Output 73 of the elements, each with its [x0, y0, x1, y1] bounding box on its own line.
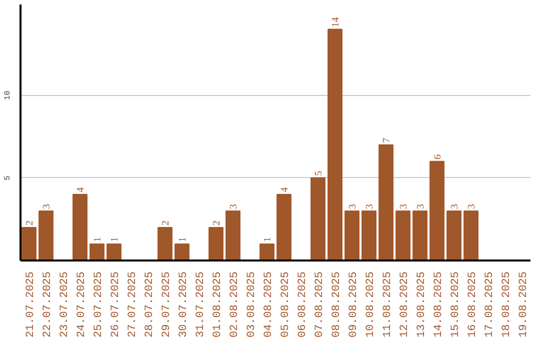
x-tick-label: 27.07.2025: [127, 271, 139, 338]
x-tick-label: 02.08.2025: [229, 271, 241, 338]
bar: [208, 226, 224, 260]
x-tick-label: 06.08.2025: [297, 271, 309, 338]
x-tick-label: 09.08.2025: [348, 271, 360, 338]
data-label: 6: [432, 154, 444, 160]
data-label: 3: [466, 204, 478, 209]
x-tick-label: 31.07.2025: [195, 271, 207, 338]
x-tick-label: 07.08.2025: [314, 271, 326, 338]
bar: [106, 243, 122, 260]
x-tick-label: 03.08.2025: [246, 271, 258, 338]
bar: [276, 194, 292, 260]
x-tick-label: 21.07.2025: [25, 271, 37, 338]
x-tick-label: 15.08.2025: [450, 271, 462, 338]
data-label: 14: [330, 17, 342, 28]
bar: [260, 243, 274, 260]
x-tick-label: 25.07.2025: [93, 271, 105, 338]
bar: [38, 210, 54, 260]
data-label: 3: [348, 204, 358, 209]
x-tick-label: 19.08.2025: [518, 271, 530, 338]
bar: [378, 144, 394, 260]
bar: [362, 210, 376, 260]
data-label: 1: [262, 236, 274, 242]
data-label: 7: [382, 138, 392, 143]
data-label: 4: [76, 187, 86, 192]
data-label: 2: [160, 220, 172, 226]
data-label: 5: [314, 170, 324, 176]
x-tick-label: 17.08.2025: [484, 271, 496, 338]
x-tick-label: 01.08.2025: [212, 271, 224, 338]
data-label: 3: [364, 204, 376, 209]
bar: [226, 210, 240, 260]
data-label: 2: [212, 220, 222, 226]
x-tick-label: 22.07.2025: [42, 271, 54, 338]
data-label: 4: [280, 187, 290, 192]
bar: [412, 210, 428, 260]
bar: [430, 160, 444, 260]
x-tick-label: 18.08.2025: [501, 271, 513, 338]
data-label: 1: [110, 236, 120, 242]
x-tick-label: 05.08.2025: [280, 271, 292, 338]
data-label: 3: [228, 204, 240, 209]
bar: [464, 210, 478, 260]
bar: [396, 210, 410, 260]
x-tick-label: 13.08.2025: [416, 271, 428, 338]
x-tick-label: 16.08.2025: [467, 271, 479, 338]
x-tick-label: 29.07.2025: [161, 271, 173, 338]
data-label: 2: [24, 220, 36, 226]
bar: [90, 243, 104, 260]
bar: [72, 194, 88, 260]
data-label: 3: [42, 204, 52, 209]
data-label: 3: [398, 204, 410, 209]
data-label: 3: [450, 204, 460, 209]
x-tick-label: 12.08.2025: [399, 271, 411, 338]
y-tick-label: 10: [4, 90, 12, 100]
data-label: 1: [92, 236, 104, 242]
x-tick-label: 04.08.2025: [263, 271, 275, 338]
x-tick-label: 30.07.2025: [178, 271, 190, 338]
bar: [328, 28, 342, 260]
x-tick-label: 23.07.2025: [59, 271, 71, 338]
bar: [446, 210, 462, 260]
data-label: 1: [178, 236, 188, 242]
x-tick-label: 14.08.2025: [433, 271, 445, 338]
bar: [158, 226, 172, 260]
x-tick-label: 08.08.2025: [331, 271, 343, 338]
x-tick-label: 10.08.2025: [365, 271, 377, 338]
x-tick-label: 26.07.2025: [110, 271, 122, 338]
bar: [344, 210, 360, 260]
x-tick-label: 24.07.2025: [76, 271, 88, 338]
x-tick-label: 11.08.2025: [382, 271, 394, 338]
x-tick-label: 28.07.2025: [144, 271, 156, 338]
bar: [174, 243, 190, 260]
bar: [310, 177, 326, 260]
data-label: 3: [416, 204, 426, 209]
bar: [22, 226, 36, 260]
